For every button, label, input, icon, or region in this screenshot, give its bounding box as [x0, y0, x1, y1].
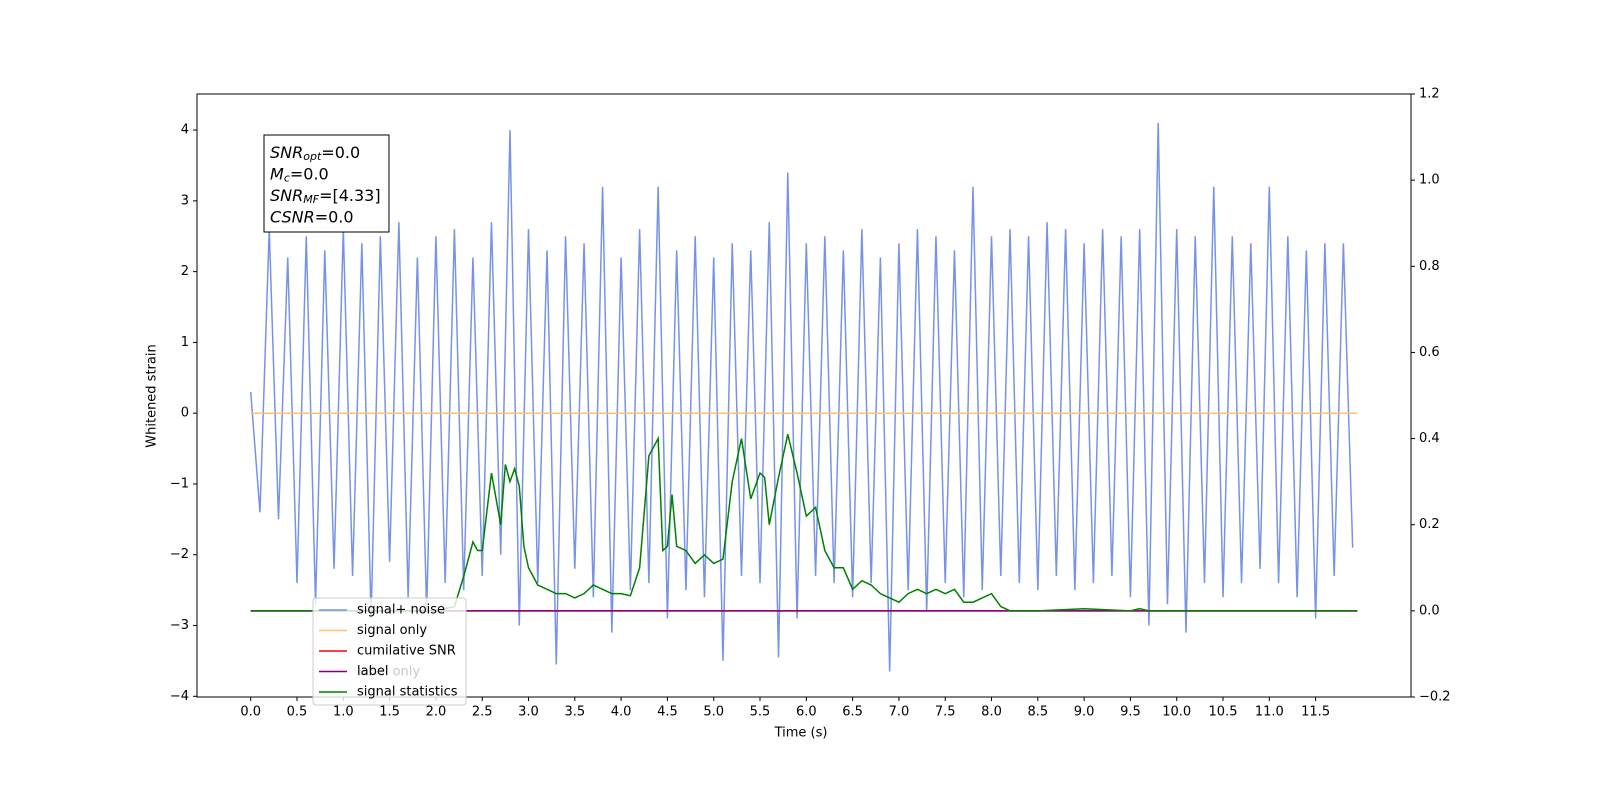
- x-tick-label: 8.0: [981, 705, 1002, 720]
- info-symbol: CSNR: [270, 207, 315, 226]
- x-tick-label: 10.0: [1162, 705, 1191, 720]
- y-tick-label: −1: [170, 476, 189, 491]
- info-line: Mc=0.0: [270, 164, 329, 185]
- info-subscript: c: [284, 172, 290, 185]
- x-tick-label: 11.0: [1255, 705, 1284, 720]
- x-tick-label: 6.0: [796, 705, 817, 720]
- y-tick-label: 2: [181, 264, 189, 279]
- info-symbol: M: [270, 164, 284, 183]
- x-tick-label: 4.5: [657, 705, 678, 720]
- info-symbol: SNR: [270, 143, 303, 162]
- y2-tick-label: 0.8: [1419, 259, 1440, 274]
- x-tick-label: 2.0: [426, 705, 447, 720]
- x-tick-label: 4.0: [611, 705, 632, 720]
- info-subscript: opt: [303, 150, 322, 163]
- x-tick-label: 3.0: [518, 705, 539, 720]
- legend-label: signal only: [357, 623, 427, 638]
- series-line: [250, 434, 1358, 612]
- info-value: =0.0: [321, 143, 360, 162]
- x-tick-label: 3.5: [564, 705, 585, 720]
- x-axis-label: Time (s): [774, 726, 828, 741]
- x-tick-label: 0.0: [240, 705, 261, 720]
- y-tick-label: −4: [170, 689, 189, 704]
- info-box: [263, 134, 390, 233]
- y2-tick-label: 0.2: [1419, 517, 1440, 532]
- y-axis-label: Whitened strain: [145, 344, 160, 447]
- series-line: [249, 123, 1354, 672]
- x-tick-label: 2.5: [472, 705, 493, 720]
- x-tick-label: 11.5: [1301, 705, 1330, 720]
- x-tick-label: 6.5: [842, 705, 863, 720]
- legend-label: cumilative SNR: [357, 644, 456, 659]
- x-tick-label: 10.5: [1209, 705, 1238, 720]
- axes-frame: [196, 93, 1412, 698]
- info-line: CSNR=0.0: [270, 207, 354, 226]
- y-tick-label: −2: [170, 547, 189, 562]
- info-value: =0.0: [315, 207, 354, 226]
- legend-label: signal statistics: [357, 685, 458, 700]
- x-tick-label: 9.5: [1120, 705, 1141, 720]
- x-tick-label: 7.0: [889, 705, 910, 720]
- x-tick-label: 9.0: [1074, 705, 1095, 720]
- y2-tick-label: 0.4: [1419, 431, 1440, 446]
- x-tick-label: 7.5: [935, 705, 956, 720]
- x-tick-label: 5.5: [750, 705, 771, 720]
- legend-behind-text: label only: [357, 665, 420, 680]
- x-tick-label: 1.0: [333, 705, 354, 720]
- legend-label: signal+ noise: [357, 603, 445, 618]
- y-tick-label: 0: [181, 406, 189, 421]
- y2-tick-label: 0.6: [1419, 345, 1440, 360]
- info-line: SNRMF=[4.33]: [270, 186, 381, 207]
- legend-box: [312, 597, 467, 706]
- legend-label: label: [357, 664, 388, 679]
- info-symbol: SNR: [270, 186, 303, 205]
- info-value: =[4.33]: [319, 186, 381, 205]
- y-tick-label: −3: [170, 618, 189, 633]
- info-line: SNRopt=0.0: [270, 143, 360, 164]
- x-tick-label: 8.5: [1027, 705, 1048, 720]
- y2-tick-label: 1.0: [1419, 173, 1440, 188]
- y-tick-label: 1: [181, 335, 189, 350]
- y-tick-label: 3: [181, 193, 189, 208]
- info-value: =0.0: [290, 164, 329, 183]
- y2-tick-label: 0.0: [1419, 603, 1440, 618]
- x-tick-label: 5.0: [703, 705, 724, 720]
- y2-tick-label: −0.2: [1419, 690, 1451, 705]
- info-subscript: MF: [303, 193, 319, 206]
- x-tick-label: 1.5: [379, 705, 400, 720]
- y-tick-label: 4: [181, 123, 189, 138]
- x-tick-label: 0.5: [287, 705, 308, 720]
- y2-tick-label: 1.2: [1419, 87, 1440, 102]
